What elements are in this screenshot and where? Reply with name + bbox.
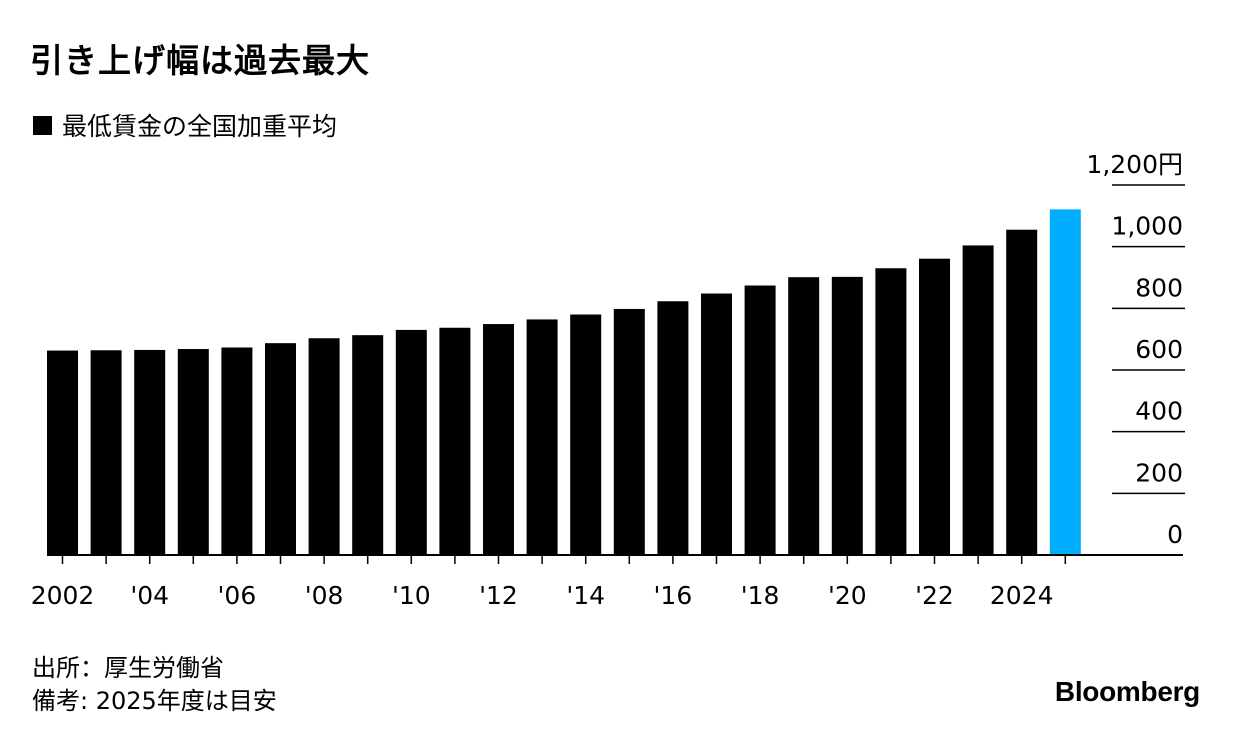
bar-2006 <box>221 347 253 555</box>
x-tick-label: '10 <box>392 581 431 610</box>
bar-2020 <box>831 276 863 555</box>
legend-label: 最低賃金の全国加重平均 <box>62 112 338 141</box>
bar-2025 <box>1049 209 1081 555</box>
source-note: 出所：厚生労働省 <box>32 654 224 682</box>
bar-2023 <box>962 245 994 555</box>
bar-2005 <box>177 349 209 555</box>
bar-2013 <box>526 319 558 555</box>
bar-2019 <box>788 277 820 555</box>
bar-2003 <box>90 350 122 555</box>
y-tick-label: 200 <box>1135 458 1183 487</box>
bar-2002 <box>47 350 78 555</box>
bar-2009 <box>352 335 384 555</box>
y-tick-label: 400 <box>1135 397 1183 426</box>
bar-chart: 0 200 400 600 800 1,000 1,200円 2002 '04 '06 '08 '10… <box>31 150 1185 610</box>
bar-2004 <box>134 349 166 555</box>
bar-2014 <box>570 314 602 555</box>
footnote: 備考: 2025年度は目安 <box>32 687 277 715</box>
bloomberg-logo: Bloomberg <box>1054 676 1200 707</box>
bar-2018 <box>744 285 776 555</box>
bar-2017 <box>701 293 732 555</box>
bar-2022 <box>919 258 950 555</box>
x-tick-label: '04 <box>130 581 169 610</box>
y-tick-label: 0 <box>1167 520 1183 549</box>
x-tick-label: 2002 <box>31 581 95 610</box>
x-tick-label: '14 <box>566 581 605 610</box>
x-tick-label: '18 <box>741 581 780 610</box>
y-tick-label: 1,200円 <box>1086 150 1183 179</box>
bar-2010 <box>395 329 427 555</box>
bar-2024 <box>1006 229 1038 556</box>
x-tick-label: '20 <box>828 581 867 610</box>
chart-title: 引き上げ幅は過去最大 <box>30 41 370 80</box>
x-tick-label: '22 <box>915 581 954 610</box>
legend: 最低賃金の全国加重平均 <box>33 107 337 143</box>
x-tick-label: '08 <box>305 581 344 610</box>
bar-2021 <box>875 268 907 555</box>
bar-2007 <box>265 343 296 555</box>
x-tick-label: '16 <box>654 581 693 610</box>
footer-notes: 出所：厚生労働省 備考: 2025年度は目安 <box>32 652 277 718</box>
y-tick-label: 800 <box>1135 273 1183 302</box>
x-tick-label: '06 <box>218 581 257 610</box>
legend-swatch <box>33 115 52 135</box>
x-tick-label: '12 <box>479 581 518 610</box>
bar-2012 <box>483 324 514 555</box>
bar-2015 <box>613 308 645 555</box>
bar-2008 <box>308 338 340 555</box>
x-tick-label: 2024 <box>990 581 1054 610</box>
bar-2011 <box>439 327 471 555</box>
y-tick-label: 600 <box>1135 335 1183 364</box>
bar-2016 <box>657 301 689 555</box>
y-tick-label: 1,000 <box>1111 212 1183 241</box>
